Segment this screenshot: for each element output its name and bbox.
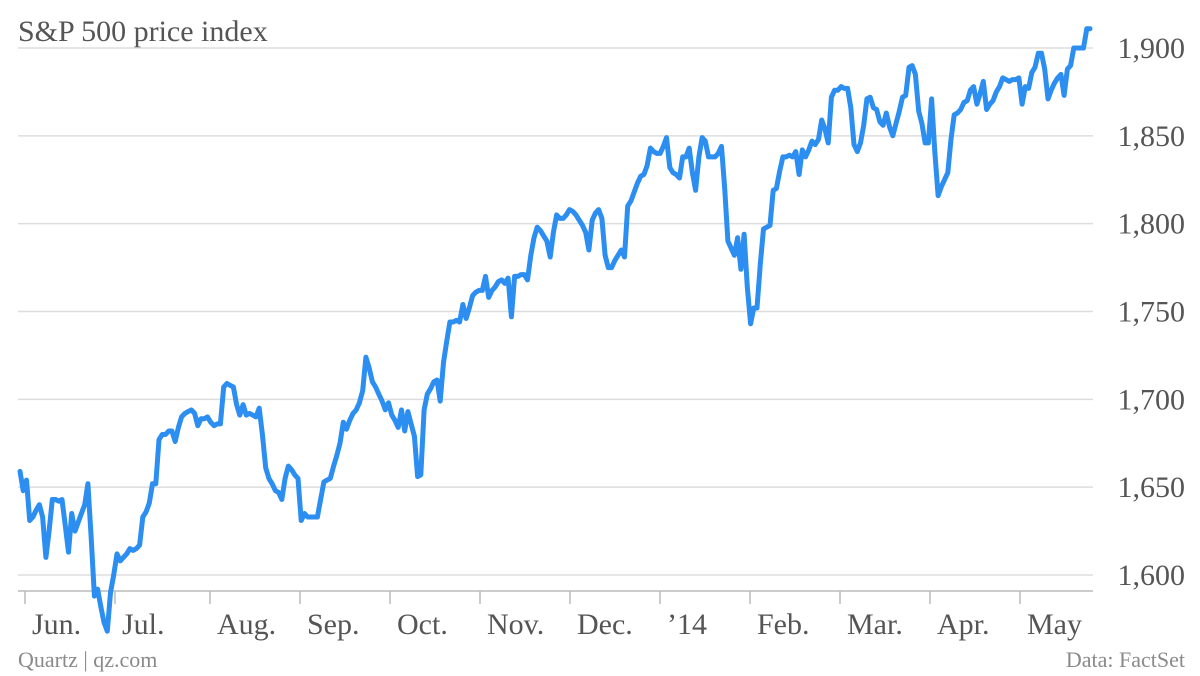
data-source: Data: FactSet bbox=[1066, 647, 1185, 672]
source-credit: Quartz | qz.com bbox=[18, 647, 157, 672]
y-tick-label: 1,650 bbox=[1118, 471, 1186, 504]
y-tick-label: 1,850 bbox=[1118, 120, 1186, 153]
x-tick-label: Dec. bbox=[577, 608, 633, 641]
x-axis-ticks: Jun. Jul. Aug. Sep. Oct. Nov. Dec. ’14 Feb. Mar. A… bbox=[24, 591, 1082, 641]
sp500-price-line bbox=[17, 26, 1093, 634]
x-tick-label: Apr. bbox=[937, 608, 990, 641]
x-tick-label: Feb. bbox=[757, 608, 810, 641]
x-tick-label: May bbox=[1027, 608, 1082, 641]
y-tick-label: 1,800 bbox=[1118, 208, 1186, 241]
x-tick-label: Aug. bbox=[217, 608, 276, 641]
x-tick-label: Oct. bbox=[397, 608, 448, 641]
series-layer bbox=[17, 26, 1093, 634]
y-tick-label: 1,750 bbox=[1118, 296, 1186, 329]
y-axis-ticks: 1,600 1,650 1,700 1,750 1,800 1,850 1,900 bbox=[1118, 32, 1186, 592]
y-tick-label: 1,700 bbox=[1118, 383, 1186, 416]
x-tick-label: Sep. bbox=[307, 608, 360, 641]
chart-title: S&P 500 price index bbox=[18, 15, 268, 48]
y-tick-label: 1,600 bbox=[1118, 559, 1186, 592]
x-tick-label: ’14 bbox=[667, 608, 707, 641]
x-tick-label: Jul. bbox=[122, 608, 165, 641]
x-tick-label: Mar. bbox=[847, 608, 903, 641]
y-tick-label: 1,900 bbox=[1118, 32, 1186, 65]
x-tick-label: Nov. bbox=[487, 608, 544, 641]
x-tick-label: Jun. bbox=[32, 608, 81, 641]
